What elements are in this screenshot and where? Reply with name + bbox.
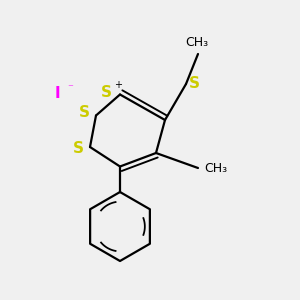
Text: ⁻: ⁻ <box>68 83 74 94</box>
Text: CH₃: CH₃ <box>185 37 208 50</box>
Text: I: I <box>54 85 60 100</box>
Text: S: S <box>101 85 112 100</box>
Text: S: S <box>189 76 200 91</box>
Text: S: S <box>79 105 90 120</box>
Text: CH₃: CH₃ <box>204 161 227 175</box>
Text: +: + <box>114 80 122 91</box>
Text: S: S <box>73 141 84 156</box>
